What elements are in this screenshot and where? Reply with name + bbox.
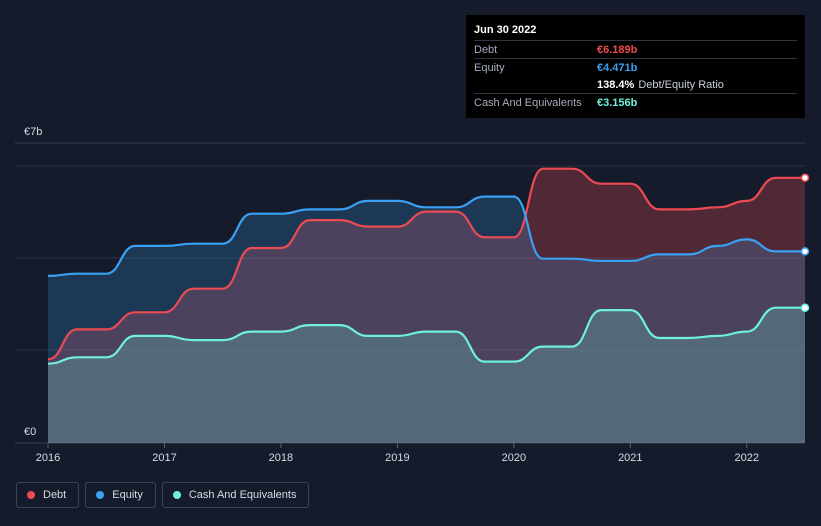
tooltip-cash-label: Cash And Equivalents — [474, 96, 582, 109]
legend-item-debt[interactable]: Debt — [16, 482, 80, 508]
x-tick-label: 2020 — [502, 452, 526, 464]
tooltip-row-debt: Debt €6.189b — [474, 40, 797, 58]
tooltip-row-cash: Cash And Equivalents €3.156b — [474, 93, 797, 111]
end-markers — [800, 173, 810, 312]
tooltip-equity-label: Equity — [474, 61, 505, 74]
tooltip-equity-value: €4.471b — [597, 61, 638, 74]
x-tick-label: 2022 — [735, 452, 759, 464]
x-tick-label: 2019 — [385, 452, 409, 464]
tooltip-row-equity: Equity €4.471b — [474, 58, 797, 76]
equity-end-marker — [800, 247, 810, 256]
equity-line — [47, 195, 805, 277]
tooltip-ratio-value: 138.4% — [597, 78, 635, 91]
grid-lines — [15, 142, 805, 444]
legend-equity-dot-icon — [96, 491, 105, 499]
tooltip-debt-value: €6.189b — [597, 43, 638, 56]
tooltip-ratio-caption: Debt/Equity Ratio — [638, 78, 724, 91]
cash-line — [47, 306, 805, 365]
debt-end-marker — [800, 173, 810, 183]
debt-area — [48, 168, 805, 443]
x-tick-label: 2017 — [152, 452, 176, 464]
legend-debt-label: Debt — [43, 489, 67, 501]
chart-legend: Debt Equity Cash And Equivalents — [16, 482, 310, 508]
cash-end-marker — [800, 303, 810, 312]
legend-cash-label: Cash And Equivalents — [188, 489, 297, 501]
legend-equity-label: Equity — [112, 489, 143, 501]
legend-item-equity[interactable]: Equity — [85, 482, 156, 508]
x-tick-label: 2018 — [269, 452, 293, 464]
x-axis: 2016 2017 2018 2019 2020 2021 2022 — [36, 443, 759, 464]
cash-area — [48, 307, 805, 443]
x-tick-label: 2016 — [36, 452, 60, 464]
tooltip-row-ratio: 138.4% Debt/Equity Ratio — [474, 76, 797, 93]
debt-line — [47, 167, 805, 361]
y-axis: €7b €0 — [24, 126, 42, 438]
legend-cash-dot-icon — [172, 491, 181, 499]
legend-item-cash[interactable]: Cash And Equivalents — [161, 482, 310, 508]
y-axis-min-label: €0 — [24, 426, 36, 438]
legend-debt-dot-icon — [27, 491, 35, 499]
x-tick-label: 2021 — [618, 452, 642, 464]
equity-area — [48, 196, 805, 443]
area-fills — [48, 168, 805, 443]
series-lines — [47, 167, 805, 365]
tooltip-panel: Jun 30 2022 Debt €6.189b Equity €4.471b … — [466, 15, 805, 118]
tooltip-cash-value: €3.156b — [597, 96, 638, 109]
tooltip-debt-label: Debt — [474, 43, 498, 56]
tooltip-date: Jun 30 2022 — [474, 24, 537, 36]
y-axis-max-label: €7b — [24, 126, 42, 138]
